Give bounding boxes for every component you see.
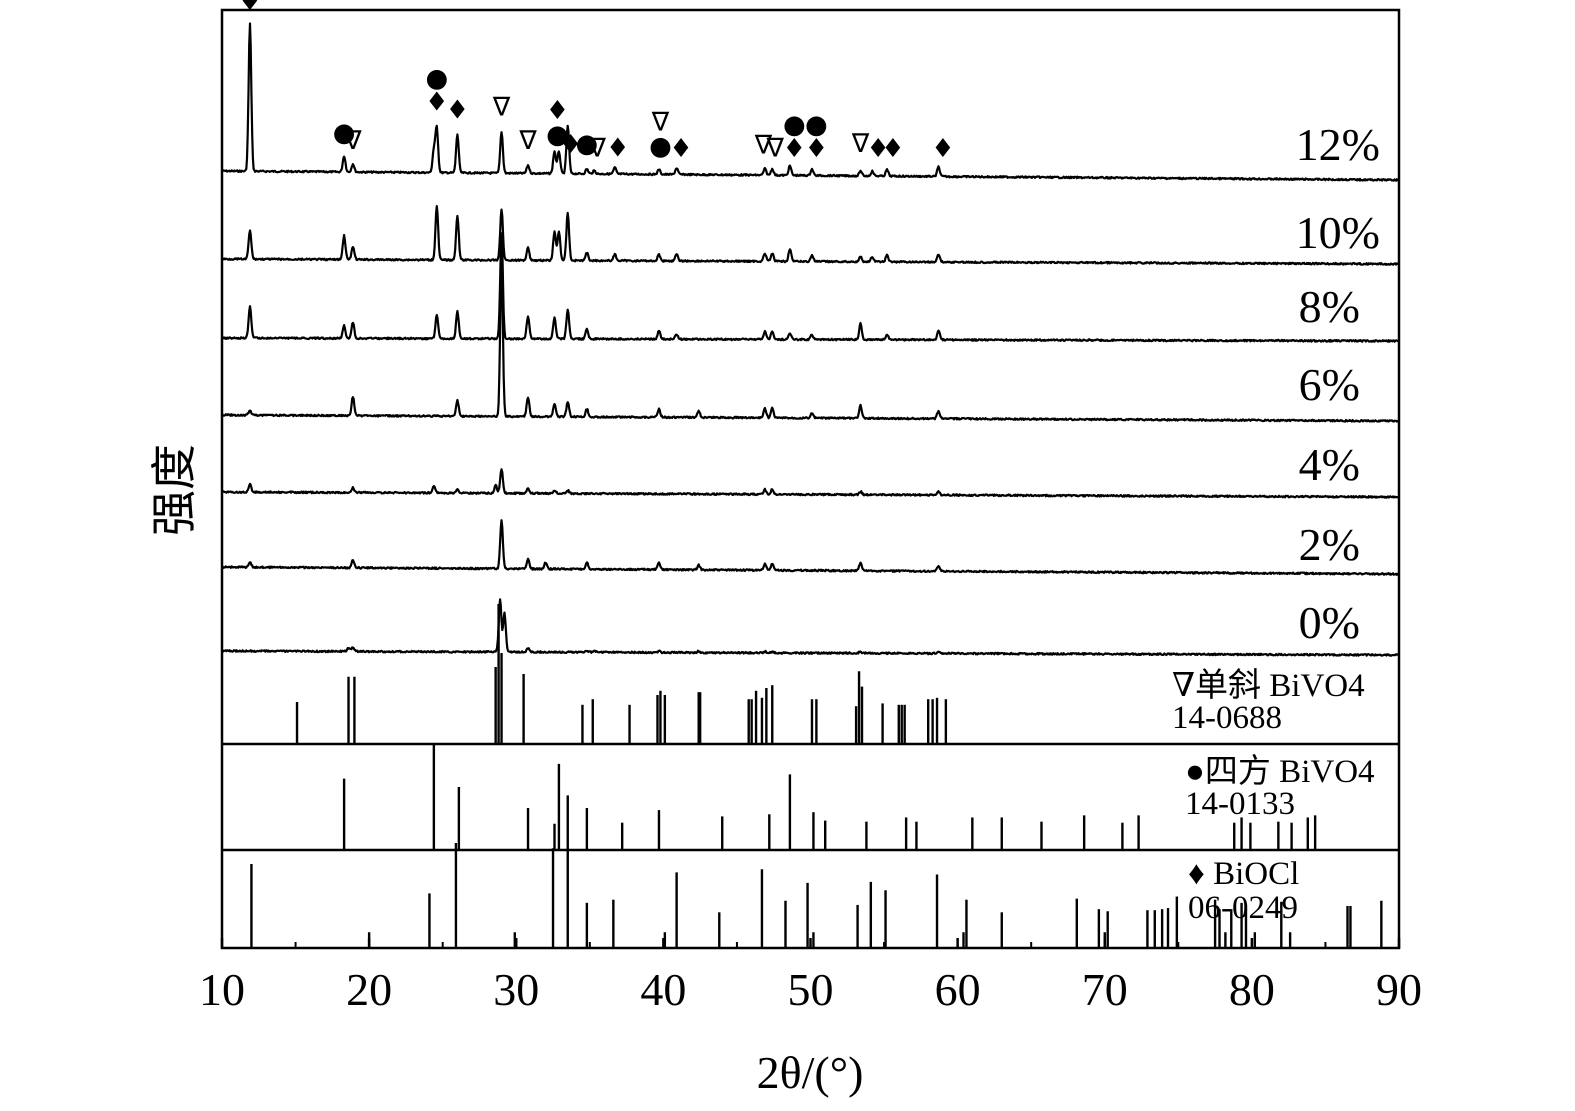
phase-markers: ♦●∇♦●♦ ∇∇ ●♦♦●∇ ♦ ●∇♦ ∇∇♦●♦●∇♦♦ ♦: [238, 0, 954, 164]
pattern-curve-0pct: [221, 598, 1400, 657]
peak-marker: ♦: [546, 96, 569, 126]
peak-marker: ●: [333, 118, 356, 148]
curve-label-10pct: 10%: [1296, 207, 1380, 258]
x-axis-title: 2θ/(°): [757, 1047, 864, 1098]
curve-label-4pct: 4%: [1299, 439, 1360, 490]
pattern-curve-12pct: [221, 22, 1400, 182]
peak-marker: ●: [576, 129, 599, 159]
peak-marker: ∇: [343, 126, 362, 156]
pattern-curves: 12% 10% 8% 6% 4% 2% 0%: [221, 22, 1400, 657]
curve-label-6pct: 6%: [1299, 359, 1360, 410]
peak-marker: ∇: [754, 131, 773, 161]
peak-marker: ●: [783, 110, 806, 140]
peak-marker: ∇: [587, 134, 606, 164]
peak-marker: ∇: [765, 133, 784, 163]
peak-marker: ♦: [867, 134, 890, 164]
x-tick-label: 80: [1229, 964, 1275, 1015]
pattern-curve-6pct: [221, 258, 1400, 423]
ref-label-card: 06-0249: [1188, 890, 1298, 926]
x-tick-label: 90: [1376, 964, 1422, 1015]
peak-marker: ♦: [783, 134, 806, 164]
x-tick-label: 60: [935, 964, 981, 1015]
peak-marker: ♦: [606, 133, 629, 163]
x-tick-label: 10: [199, 964, 245, 1015]
peak-marker: ♦: [425, 87, 448, 117]
peak-marker: ∇: [518, 126, 537, 156]
ref-label-name: ♦ BiOCl: [1188, 856, 1299, 892]
peak-marker: ♦: [881, 134, 904, 164]
curve-label-8pct: 8%: [1299, 281, 1360, 332]
peak-marker: ∇: [651, 107, 670, 137]
peak-marker: ♦: [446, 96, 469, 126]
x-tick-label: 30: [493, 964, 539, 1015]
curve-label-12pct: 12%: [1296, 119, 1380, 170]
peak-marker: ♦: [559, 130, 582, 160]
peak-marker: ∇: [851, 129, 870, 159]
peak-marker: ●: [649, 131, 672, 161]
peak-marker: ♦: [931, 134, 954, 164]
peak-marker: ●: [546, 120, 569, 150]
pattern-curve-4pct: [221, 468, 1400, 499]
pattern-curve-10pct: [221, 205, 1400, 266]
peak-marker: ♦: [669, 134, 692, 164]
peak-marker: ●: [805, 110, 828, 140]
x-tick-label: 40: [640, 964, 686, 1015]
y-axis-title: 强度: [149, 444, 200, 536]
x-tick-label: 50: [788, 964, 834, 1015]
peak-marker: ♦: [238, 0, 261, 17]
x-tick-label: 20: [346, 964, 392, 1015]
curve-label-0pct: 0%: [1299, 597, 1360, 648]
x-tick-label: 70: [1082, 964, 1128, 1015]
ref-label-name: ●四方 BiVO4: [1185, 753, 1375, 790]
peak-marker: ●: [425, 63, 448, 93]
peak-marker: ♦: [805, 134, 828, 164]
x-ticks: 10 20 30 40 50 60 70 80 90: [199, 938, 1422, 1015]
peak-marker: ∇: [492, 92, 511, 122]
pattern-curve-2pct: [221, 519, 1400, 576]
pattern-curve-8pct: [221, 232, 1400, 343]
curve-label-2pct: 2%: [1299, 519, 1360, 570]
ref-label-card: 14-0133: [1185, 786, 1295, 822]
ref-label-card: 14-0688: [1172, 700, 1282, 736]
ref-label-name: ∇单斜 BiVO4: [1172, 667, 1365, 704]
